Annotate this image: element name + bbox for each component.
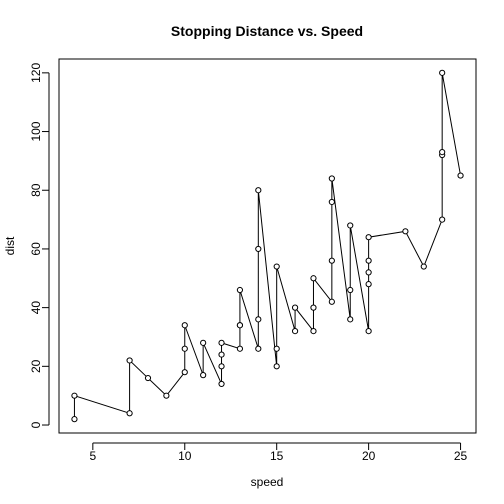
data-point (439, 216, 446, 223)
y-tick-label: 120 (29, 63, 43, 83)
data-point (420, 263, 427, 270)
data-point (365, 234, 372, 241)
data-point (273, 345, 280, 352)
data-point (347, 222, 354, 229)
data-point (291, 328, 299, 335)
data-point (218, 363, 225, 370)
x-tick-label: 20 (362, 449, 376, 463)
y-tick-label: 20 (29, 359, 43, 373)
data-point (126, 410, 133, 417)
data-point (71, 416, 78, 423)
x-tick-label: 15 (270, 449, 284, 463)
data-point (310, 328, 317, 335)
data-point (144, 374, 152, 382)
x-axis-label: speed (251, 475, 284, 489)
y-tick-label: 100 (29, 121, 43, 141)
data-point (255, 187, 262, 194)
data-point (218, 339, 225, 346)
data-point (365, 328, 372, 335)
y-axis: 0 20 40 60 80 100 120 (29, 63, 50, 428)
data-point (255, 316, 262, 323)
data-point (181, 322, 188, 329)
data-points-group (71, 69, 464, 423)
data-point (200, 372, 207, 379)
plot-frame (58, 58, 477, 434)
y-tick-label: 40 (29, 301, 43, 315)
data-point (200, 339, 207, 346)
data-point (402, 228, 409, 235)
data-point (273, 363, 280, 370)
data-point (291, 304, 299, 311)
data-point (126, 357, 133, 364)
data-point (181, 345, 188, 352)
data-point (255, 245, 262, 253)
data-point (347, 286, 354, 294)
data-point (328, 298, 335, 305)
data-point (236, 322, 244, 329)
data-point (328, 175, 335, 182)
data-point (439, 148, 446, 156)
x-tick-label: 10 (178, 449, 192, 463)
data-point (439, 69, 446, 76)
data-point (236, 286, 244, 294)
x-tick-label: 25 (454, 449, 468, 463)
y-tick-label: 0 (29, 421, 43, 428)
data-point (310, 275, 317, 282)
data-point (310, 304, 317, 311)
y-tick-label: 60 (29, 242, 43, 256)
data-point (236, 345, 244, 352)
series-line-group (73, 72, 462, 420)
y-tick-label: 80 (29, 183, 43, 197)
data-point (328, 198, 335, 206)
data-point (365, 269, 372, 276)
chart-title: Stopping Distance vs. Speed (171, 23, 363, 39)
x-tick-label: 5 (89, 449, 96, 463)
y-axis-label: dist (3, 236, 17, 255)
data-point (365, 257, 372, 264)
data-point (181, 369, 188, 376)
data-point (457, 172, 464, 179)
data-point (218, 380, 225, 388)
data-point (347, 316, 354, 323)
series-line (73, 72, 462, 420)
data-point (328, 257, 335, 264)
data-point (163, 392, 170, 399)
data-point (218, 351, 225, 358)
data-point (365, 281, 372, 288)
data-point (255, 345, 262, 352)
data-point (71, 392, 78, 399)
data-point (273, 263, 280, 270)
x-axis: 5 10 15 20 25 (89, 442, 468, 463)
